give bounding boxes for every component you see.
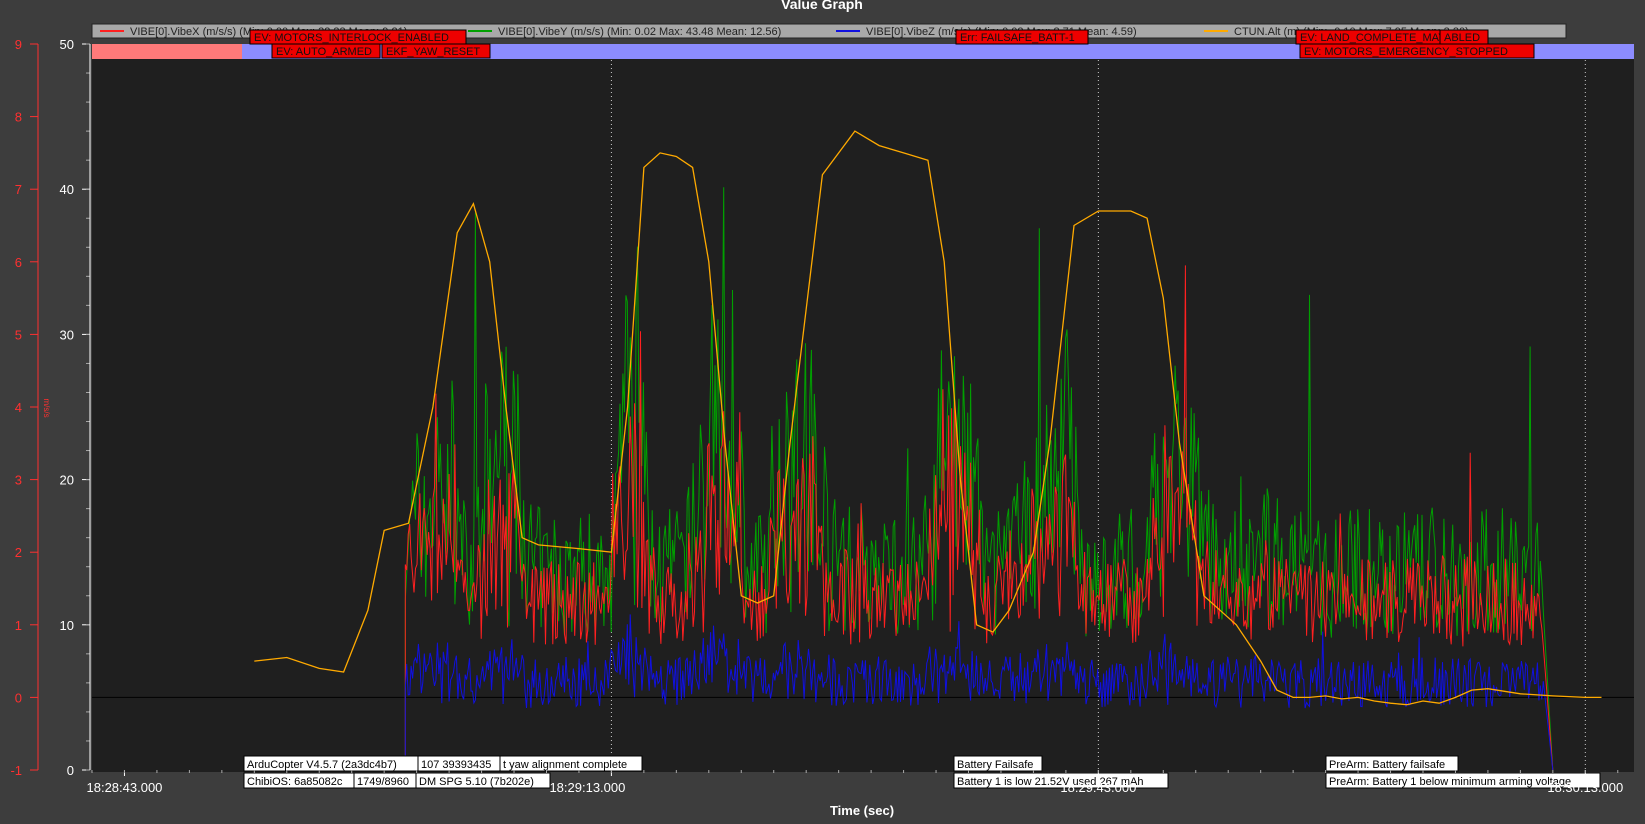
message-label: t yaw alignment complete [503,759,627,771]
series-vibe-x-line [404,265,1554,771]
event-marker-box [955,29,1089,45]
message-labels: ArduCopter V4.5.7 (2a3dc4b7) 107 39393435… [243,755,1601,789]
y-inner-tick-label: 20 [60,473,74,488]
message-label: ArduCopter V4.5.7 (2a3dc4b7) [247,759,397,771]
event-marker-box [271,43,381,59]
y-outer-tick-label: 2 [15,545,22,560]
y-inner-tick-label: 30 [60,327,74,342]
x-axis-label: Time (sec) [830,803,894,818]
event-marker-label: EV: MOTORS_INTERLOCK_ENABLED [254,32,449,44]
y-outer-tick-label: 4 [15,400,22,415]
event-marker-label: EV: MOTORS_EMERGENCY_STOPPED [1304,46,1508,58]
chart-title: Value Graph [781,0,863,12]
message-box [953,772,1169,789]
x-tick-label: 18:29:43.000 [1060,780,1136,795]
event-marker-label: Err: FAILSAFE_BATT-1 [960,32,1075,44]
message-box [499,755,643,772]
y-outer-tick-label: -1 [10,763,22,778]
message-box [415,772,551,789]
event-marker-label: EV: LAND_COMPLETE_MAYBE [1300,32,1460,44]
y-outer-tick-label: 3 [15,473,22,488]
event-markers: EV: MOTORS_INTERLOCK_ENABLED EV: AUTO_ARM… [249,29,1535,59]
message-label: PreArm: Battery failsafe [1329,759,1445,771]
y-outer-tick-label: 7 [15,182,22,197]
message-label: DM SPG 5.10 (7b202e) [419,776,534,788]
series-vibe-z-line [404,614,1554,771]
y-inner-tick-label: 0 [67,763,74,778]
y-outer-tick-label: 5 [15,327,22,342]
y-outer-tick-label: 1 [15,618,22,633]
legend-entry: VIBE[0].VibeY (m/s/s) (Min: 0.02 Max: 43… [498,26,781,38]
event-marker-label: EKF_YAW_RESET [386,46,480,58]
y-outer-tick-label: 8 [15,110,22,125]
y-inner-tick-label: 10 [60,618,74,633]
series-alt-line [254,130,1602,706]
event-marker-label: EV: AUTO_ARMED [276,46,372,58]
event-bars [92,44,1634,59]
x-tick-label: 18:29:13.000 [549,780,625,795]
y-outer-tick-label: 0 [15,690,22,705]
event-marker-label: ABLED [1444,32,1480,44]
message-label: Battery 1 is low 21.52V used 267 mAh [957,776,1144,788]
event-marker-box [381,43,491,59]
message-label: PreArm: Battery 1 below minimum arming v… [1329,776,1571,788]
plot-area[interactable] [92,44,1634,772]
x-tick-label: 18:28:43.000 [87,780,163,795]
message-box [1325,755,1459,772]
mode-bar-disarmed [92,44,242,59]
event-marker-box [1299,43,1535,59]
message-box [1325,772,1601,789]
y-inner-tick-label: 50 [60,37,74,52]
mode-bar-armed [242,44,1634,59]
series-layer [254,130,1602,771]
y-outer-tick-label: 6 [15,255,22,270]
y-outer-tick-label: 9 [15,37,22,52]
y-axis-label: m/s/s [42,398,51,417]
message-label: 107 39393435 [421,759,491,771]
message-label: ChibiOS: 6a85082c [247,776,343,788]
x-tick-label: 18:30:13.000 [1547,780,1623,795]
message-label: Battery Failsafe [957,759,1033,771]
axes: 18:28:43.000 18:29:13.000 18:29:43.000 18:3… [10,37,1623,795]
message-label: 1749/8960 [357,776,409,788]
grid-layer [92,44,1634,770]
y-inner-tick-label: 40 [60,182,74,197]
message-box [953,755,1043,772]
